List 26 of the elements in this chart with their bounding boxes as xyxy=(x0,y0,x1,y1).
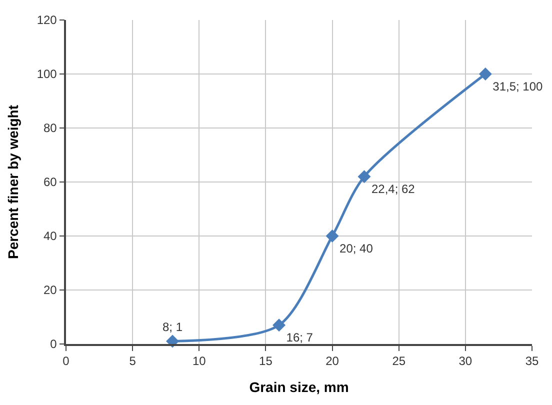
y-tick-label: 40 xyxy=(43,229,58,244)
x-tick-label: 35 xyxy=(525,354,539,368)
y-tick-label: 80 xyxy=(43,121,58,136)
x-tick-label: 5 xyxy=(129,354,136,368)
data-label: 31,5; 100 xyxy=(492,79,544,94)
y-tick-label: 20 xyxy=(43,283,58,298)
x-tick-label: 20 xyxy=(326,354,340,368)
data-label: 22,4; 62 xyxy=(371,182,416,196)
point xyxy=(272,318,286,332)
point xyxy=(358,170,371,184)
data-label: 16; 7 xyxy=(286,330,314,344)
x-tick-label: 25 xyxy=(392,354,406,368)
y-tick-label: 120 xyxy=(36,13,58,28)
x-tick-label: 15 xyxy=(259,354,273,368)
y-tick-label: 0 xyxy=(50,337,58,352)
y-axis-title: Percent finer by weight xyxy=(4,104,21,260)
point xyxy=(478,68,492,80)
x-tick-label: 0 xyxy=(62,354,70,368)
point xyxy=(326,230,339,242)
x-tick-label: 10 xyxy=(192,354,206,368)
y-tick-label: 100 xyxy=(36,67,58,82)
data-label: 8; 1 xyxy=(162,320,183,334)
x-axis-title: Grain size, mm xyxy=(249,378,349,395)
x-tick-label: 30 xyxy=(458,354,472,368)
y-tick-label: 60 xyxy=(43,175,58,190)
data-label: 20; 40 xyxy=(340,241,374,256)
